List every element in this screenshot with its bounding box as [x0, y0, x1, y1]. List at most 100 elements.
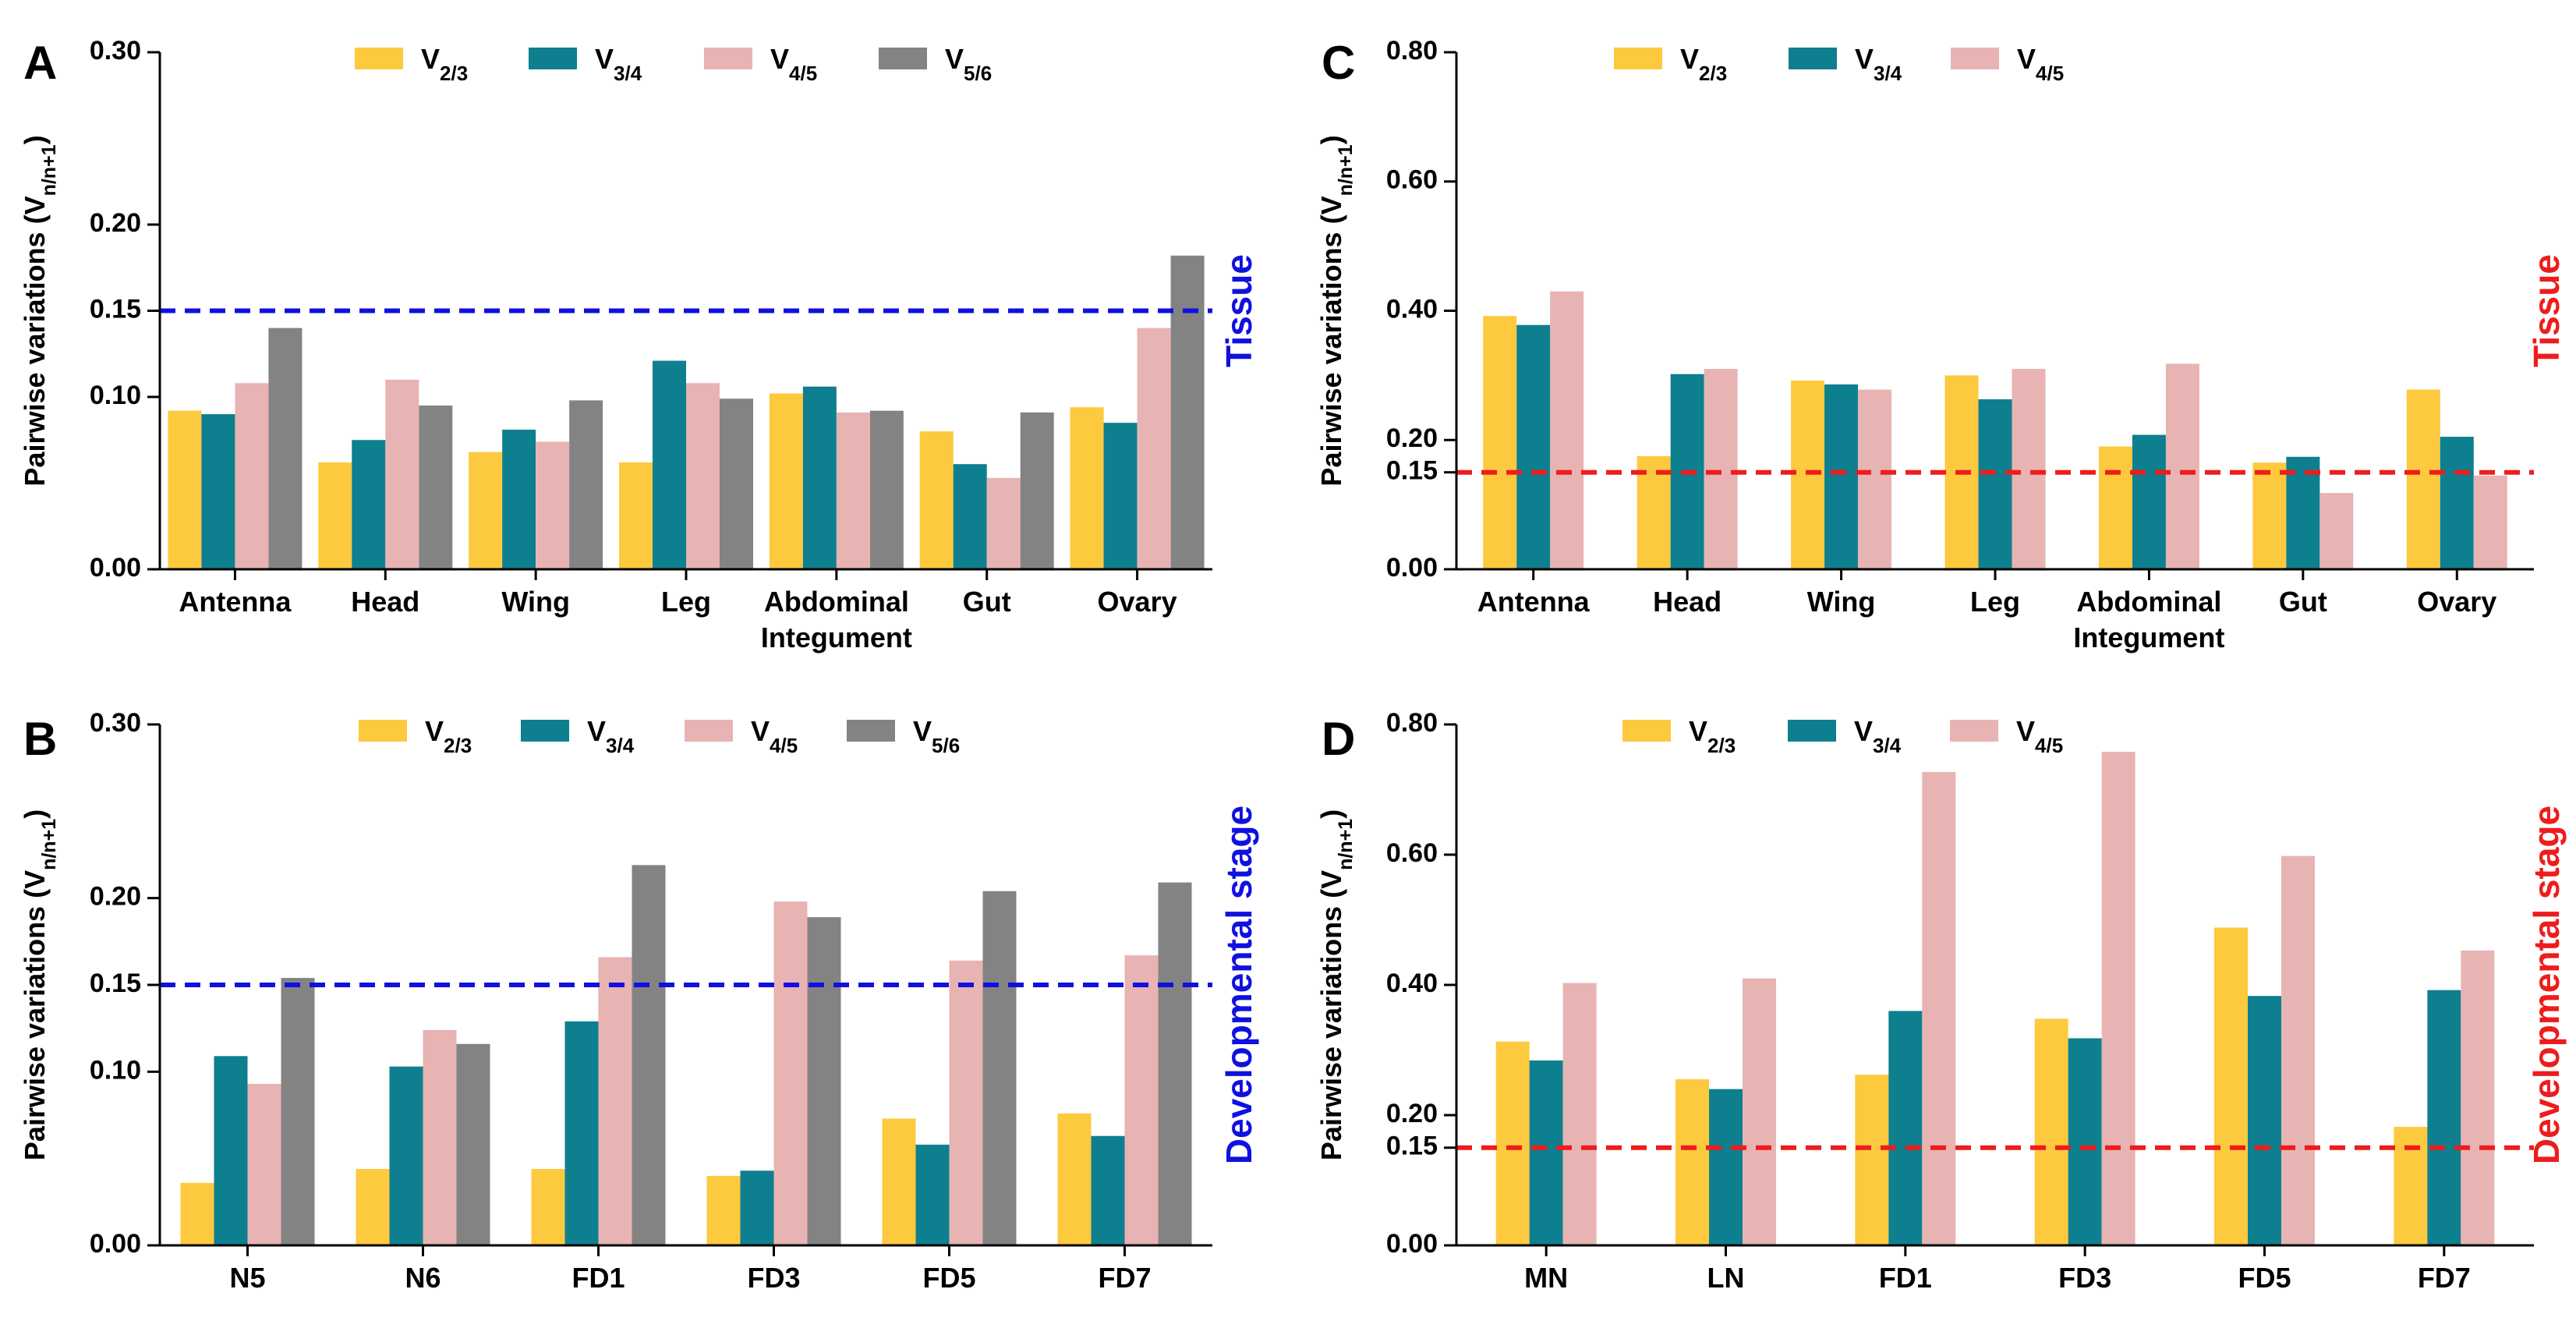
panel-letter: B [23, 713, 57, 765]
bar-v3-4-antenna [1516, 324, 1551, 569]
bar-v3-4-fd7 [1091, 1135, 1125, 1245]
legend-swatch-v5-6 [879, 48, 927, 69]
y-tick-label: 0.80 [1386, 708, 1438, 738]
legend-label-v2-3: V2/3 [425, 715, 472, 757]
bar-v4-5-fd3 [2101, 752, 2135, 1245]
bar-v5-6-fd3 [807, 917, 841, 1245]
legend-label-v3-4: V3/4 [595, 43, 642, 85]
bar-v2-3-ln [1675, 1079, 1709, 1245]
bar-v3-4-ovary [1103, 423, 1138, 569]
legend-swatch-v2-3 [359, 720, 407, 742]
x-tick-label: Wing [1807, 586, 1876, 618]
x-tick-label: Integument [2073, 622, 2224, 653]
bar-v3-4-fd1 [1888, 1011, 1923, 1245]
bar-v2-3-antenna [168, 410, 202, 569]
legend-swatch-v3-4 [1788, 720, 1836, 742]
bar-v3-4-fd5 [915, 1144, 950, 1245]
x-tick-label: N5 [229, 1262, 265, 1294]
bar-v2-3-fd7 [1057, 1113, 1092, 1245]
y-tick-label: 0.10 [90, 1055, 141, 1085]
bar-v4-5-wing [1858, 389, 1892, 569]
bar-v4-5-abdominal-integument [836, 412, 870, 569]
bar-v4-5-ovary [2473, 475, 2507, 569]
legend-label-v2-3: V2/3 [421, 43, 468, 85]
x-tick-label: FD7 [2418, 1262, 2471, 1294]
side-label: Developmental stage [2526, 806, 2567, 1164]
bar-v3-4-abdominal-integument [2132, 434, 2166, 569]
bar-v4-5-antenna [235, 383, 269, 569]
y-tick-label: 0.60 [1386, 838, 1438, 868]
legend-label-v5-6: V5/6 [913, 715, 960, 757]
bar-v3-4-fd3 [740, 1170, 774, 1245]
legend-label-v4-5: V4/5 [770, 43, 817, 85]
x-tick-label: FD7 [1098, 1262, 1151, 1294]
bar-v2-3-fd1 [1855, 1075, 1889, 1245]
bar-v4-5-head [385, 379, 419, 569]
y-tick-label: 0.20 [1386, 423, 1438, 453]
bar-v4-5-antenna [1550, 291, 1584, 569]
legend-swatch-v3-4 [521, 720, 569, 742]
bar-v4-5-mn [1562, 983, 1597, 1245]
bar-v4-5-leg [686, 383, 720, 569]
bar-v4-5-fd7 [2461, 950, 2495, 1245]
bar-v2-3-ovary [2406, 389, 2440, 569]
x-tick-label: Ovary [2417, 586, 2496, 618]
bar-v5-6-gut [1020, 412, 1054, 569]
bar-v2-3-fd5 [882, 1118, 916, 1245]
bar-v2-3-gut [2252, 462, 2287, 569]
bar-v2-3-ovary [1070, 407, 1104, 569]
legend-swatch-v4-5 [704, 48, 752, 69]
bar-v3-4-fd5 [2248, 996, 2281, 1245]
legend-label-v3-4: V3/4 [1854, 715, 1902, 757]
x-tick-label: Integument [761, 622, 912, 653]
x-tick-label: Ovary [1098, 586, 1177, 618]
bar-v4-5-wing [536, 441, 570, 569]
side-label: Tissue [1219, 254, 1259, 367]
legend-swatch-v2-3 [1614, 48, 1662, 69]
legend-label-v4-5: V4/5 [2017, 43, 2064, 85]
legend-swatch-v3-4 [1789, 48, 1837, 69]
bar-v4-5-abdominal-integument [2165, 363, 2199, 569]
y-tick-label: 0.80 [1386, 36, 1438, 66]
bar-v5-6-antenna [268, 328, 303, 569]
legend-swatch-v4-5 [685, 720, 733, 742]
chart-panel-a: A 0.00 0.10 0.15 0.20 0.30 Antenna Head Wing Leg A… [19, 36, 1259, 653]
legend-label-v4-5: V4/5 [2016, 715, 2063, 757]
bar-v4-5-leg [2012, 369, 2046, 569]
bar-v4-5-fd1 [598, 957, 632, 1245]
bar-v2-3-wing [469, 452, 503, 569]
y-axis-title: Pairwise variations (Vn/n+1) [19, 809, 60, 1160]
bar-v3-4-head [352, 440, 386, 569]
panel-letter: A [23, 37, 57, 89]
y-axis-title: Pairwise variations (Vn/n+1) [1315, 809, 1357, 1160]
y-tick-label: 0.20 [90, 208, 141, 238]
legend-label-v4-5: V4/5 [751, 715, 798, 757]
x-tick-label: Antenna [179, 586, 292, 618]
bar-v4-5-fd7 [1124, 955, 1159, 1245]
bar-v2-3-leg [619, 462, 653, 569]
bar-v5-6-fd5 [982, 891, 1017, 1245]
legend-swatch-v2-3 [1622, 720, 1671, 742]
legend-swatch-v5-6 [847, 720, 895, 742]
y-tick-label: 0.20 [90, 882, 141, 912]
bar-v4-5-ln [1743, 978, 1776, 1245]
bar-v4-5-fd5 [2281, 855, 2315, 1245]
legend-label-v3-4: V3/4 [587, 715, 635, 757]
bar-v3-4-wing [502, 429, 536, 569]
side-label: Developmental stage [1219, 806, 1259, 1164]
bar-v5-6-leg [720, 398, 753, 569]
y-tick-label: 0.00 [1386, 1229, 1438, 1259]
legend-swatch-v3-4 [529, 48, 577, 69]
bar-v4-5-head [1704, 369, 1738, 569]
bar-v4-5-n6 [423, 1029, 457, 1245]
bar-v3-4-gut [2286, 456, 2320, 569]
panel-letter: C [1322, 37, 1355, 89]
bar-v2-3-gut [919, 431, 954, 569]
bar-v3-4-leg [653, 360, 686, 569]
x-tick-label: Head [351, 586, 419, 618]
bar-v2-3-abdominal-integument [769, 393, 803, 569]
x-tick-label: Antenna [1477, 586, 1591, 618]
legend-swatch-v4-5 [1950, 720, 1998, 742]
bar-v2-3-head [1637, 455, 1671, 569]
x-tick-label: Leg [661, 586, 711, 618]
